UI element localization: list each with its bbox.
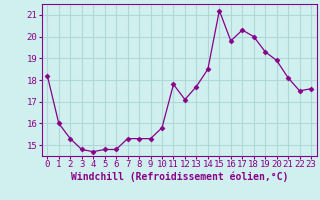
X-axis label: Windchill (Refroidissement éolien,°C): Windchill (Refroidissement éolien,°C) [70, 172, 288, 182]
